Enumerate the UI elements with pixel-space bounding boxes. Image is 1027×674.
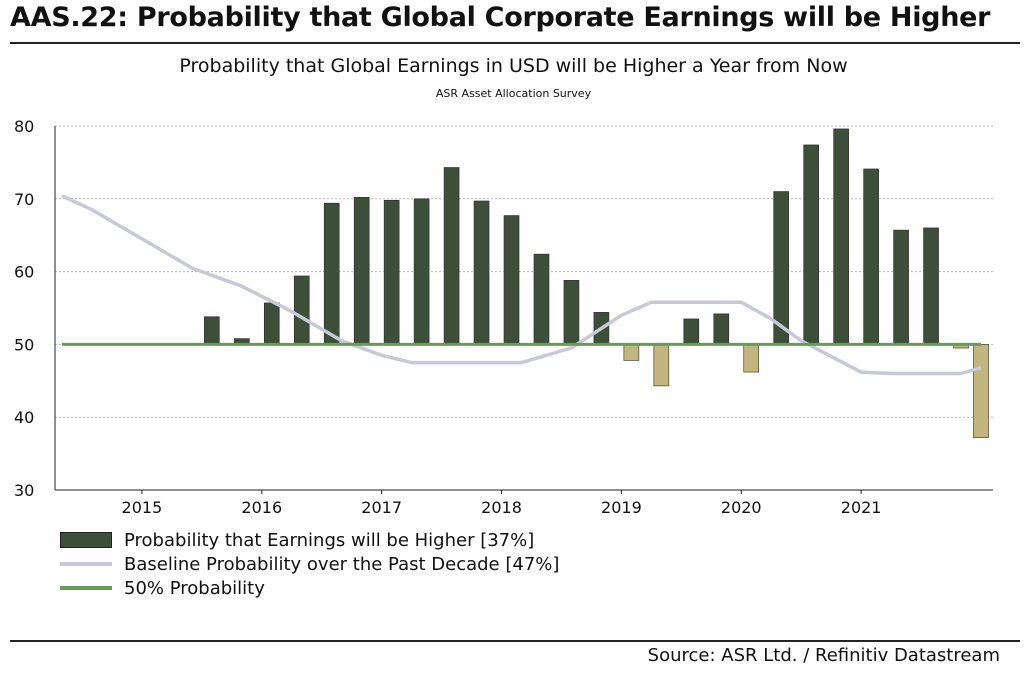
bar (863, 168, 879, 345)
bar (443, 167, 460, 345)
bar (353, 197, 370, 345)
chart-subtitle: ASR Asset Allocation Survey (435, 87, 592, 100)
bar (803, 144, 819, 345)
bar (473, 200, 490, 345)
bar (653, 344, 670, 387)
bar (563, 280, 580, 345)
x-tick-label: 2018 (481, 498, 522, 517)
bar (413, 198, 430, 345)
y-tick-label: 40 (14, 408, 34, 427)
y-tick-label: 60 (14, 263, 34, 282)
source-note: Source: ASR Ltd. / Refinitiv Datastream (647, 645, 1000, 666)
legend-swatch-fifty (60, 586, 112, 590)
x-tick-label: 2019 (601, 498, 642, 517)
legend-item-bars: Probability that Earnings will be Higher… (60, 528, 559, 552)
legend-swatch-baseline (60, 562, 112, 566)
y-tick-label: 70 (14, 190, 34, 209)
bar (743, 344, 760, 373)
legend-label-fifty: 50% Probability (124, 577, 265, 599)
bar (263, 302, 280, 345)
page-title: AAS.22: Probability that Global Corporat… (10, 2, 991, 33)
legend-label-bars: Probability that Earnings will be Higher… (124, 529, 535, 551)
bar (293, 275, 310, 345)
x-tick-label: 2020 (721, 498, 762, 517)
bar (623, 344, 640, 361)
chart-legend: Probability that Earnings will be Higher… (60, 528, 559, 600)
bottom-rule (10, 640, 1020, 642)
bar (973, 344, 989, 438)
bar (323, 202, 340, 345)
bar (833, 128, 849, 345)
baseline-probability-line (61, 194, 982, 376)
bar (923, 227, 939, 345)
legend-item-baseline: Baseline Probability over the Past Decad… (60, 552, 559, 576)
y-tick-label: 80 (14, 117, 34, 136)
bar (893, 229, 909, 345)
legend-label-baseline: Baseline Probability over the Past Decad… (124, 553, 560, 575)
x-tick-label: 2021 (841, 498, 882, 517)
bar (533, 253, 550, 345)
legend-swatch-bars (60, 532, 112, 548)
bar (683, 318, 700, 345)
bar (503, 215, 520, 345)
x-tick-label: 2015 (122, 498, 163, 517)
top-rule (10, 42, 1020, 44)
x-tick-label: 2017 (361, 498, 402, 517)
bar (713, 313, 730, 345)
chart-title: Probability that Global Earnings in USD … (179, 55, 848, 77)
legend-item-fifty: 50% Probability (60, 576, 559, 600)
y-tick-label: 30 (14, 481, 34, 500)
y-tick-label: 50 (14, 335, 34, 354)
x-tick-label: 2016 (241, 498, 282, 517)
bar (383, 199, 400, 345)
bar (204, 316, 220, 345)
